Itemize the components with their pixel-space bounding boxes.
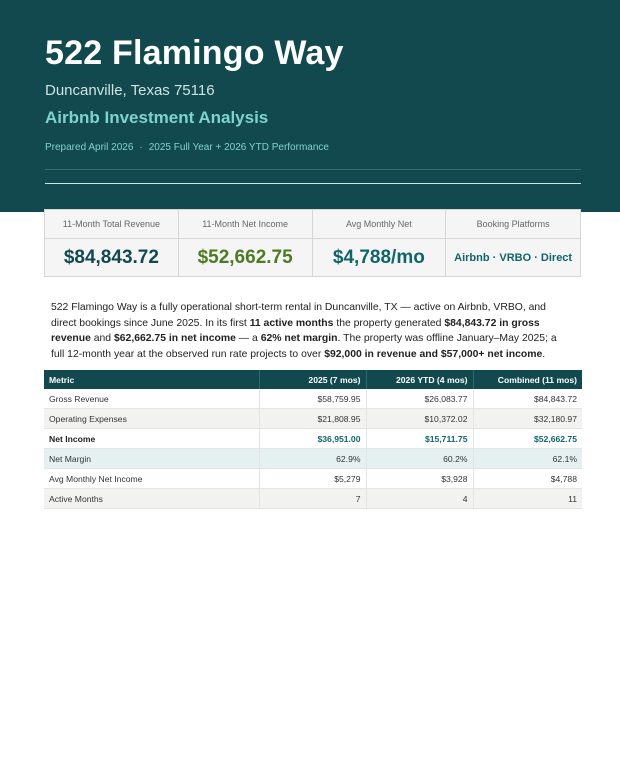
separator-dot: · (139, 142, 143, 153)
table-cell: $58,759.95 (259, 389, 367, 409)
table-cell: $36,951.00 (259, 428, 367, 449)
kpi-avg-monthly-net: Avg Monthly Net $4,788/mo (312, 210, 447, 276)
table-cell: $84,843.72 (473, 389, 582, 409)
kpi-label: Avg Monthly Net (312, 210, 446, 239)
table-cell: 11 (473, 488, 582, 509)
table-cell: 62.9% (259, 448, 367, 469)
summary-emphasis: $62,662.75 in net income (113, 333, 236, 345)
kpi-cards: 11-Month Total Revenue $84,843.72 11-Mon… (44, 209, 581, 277)
row-label: Active Months (44, 488, 260, 509)
table-row: Active Months 7 4 11 (44, 488, 582, 509)
table-row: Avg Monthly Net Income $5,279 $3,928 $4,… (44, 468, 582, 489)
summary-text: . (542, 348, 546, 360)
table-header-row: Metric 2025 (7 mos) 2026 YTD (4 mos) Com… (44, 370, 582, 389)
property-title: 522 Flamingo Way (45, 34, 344, 72)
table-cell: $3,928 (366, 468, 474, 489)
summary-emphasis: $92,000 in revenue and $57,000+ net inco… (324, 348, 543, 360)
column-header: Metric (44, 370, 260, 389)
kpi-total-revenue: 11-Month Total Revenue $84,843.72 (45, 210, 179, 276)
column-header: 2025 (7 mos) (259, 370, 367, 389)
kpi-net-income: 11-Month Net Income $52,662.75 (178, 210, 313, 276)
summary-text: 522 Flamingo Way is a fully operational … (51, 302, 546, 329)
column-header: 2026 YTD (4 mos) (366, 370, 474, 389)
table-row: Operating Expenses $21,808.95 $10,372.02… (44, 408, 582, 429)
table-row-net-income: Net Income $36,951.00 $15,711.75 $52,662… (44, 428, 582, 449)
header-divider-bottom (45, 183, 581, 184)
table-cell: 62.1% (473, 448, 582, 469)
table-cell: 7 (259, 488, 367, 509)
summary-text: — a (235, 333, 261, 345)
prepared-line: Prepared April 2026 · 2025 Full Year + 202… (45, 142, 329, 153)
table-cell: $15,711.75 (366, 428, 474, 449)
table-cell: $10,372.02 (366, 408, 474, 429)
report-period: 2025 Full Year + 2026 YTD Performance (148, 142, 329, 153)
summary-paragraph: 522 Flamingo Way is a fully operational … (51, 300, 571, 362)
kpi-label: 11-Month Total Revenue (45, 210, 178, 239)
kpi-label: Booking Platforms (446, 210, 580, 239)
kpi-value: $4,788/mo (332, 246, 425, 268)
kpi-value: Airbnb · VRBO · Direct (454, 251, 573, 264)
kpi-value: $84,843.72 (63, 246, 159, 268)
prepared-date: Prepared April 2026 (45, 142, 134, 153)
row-label: Net Income (44, 428, 260, 449)
kpi-value: $52,662.75 (197, 246, 293, 268)
row-label: Gross Revenue (44, 389, 260, 409)
summary-text: . The property was offline January–May 2… (51, 333, 557, 360)
summary-emphasis: $84,843.72 in gross revenue (51, 317, 540, 345)
table-cell: 60.2% (366, 448, 474, 469)
row-label: Net Margin (44, 448, 260, 469)
summary-text: and (90, 333, 114, 345)
header-banner: 522 Flamingo Way Duncanville, Texas 7511… (0, 0, 620, 212)
table-row: Gross Revenue $58,759.95 $26,083.77 $84,… (44, 389, 582, 409)
table-cell: $5,279 (259, 468, 367, 489)
summary-text: the property generated (333, 317, 445, 329)
table-cell: $52,662.75 (473, 428, 582, 449)
table-cell: $26,083.77 (366, 389, 474, 409)
column-header: Combined (11 mos) (473, 370, 582, 389)
kpi-booking-platforms: Booking Platforms Airbnb · VRBO · Direct (446, 210, 580, 276)
report-subtitle: Airbnb Investment Analysis (45, 108, 269, 127)
table-row: Net Margin 62.9% 60.2% 62.1% (44, 448, 582, 469)
table-cell: $4,788 (473, 468, 582, 489)
header-divider-top (45, 169, 581, 170)
table-cell: $32,180.97 (473, 408, 582, 429)
summary-emphasis: 11 active months (249, 317, 334, 329)
row-label: Avg Monthly Net Income (44, 468, 260, 489)
kpi-label: 11-Month Net Income (178, 210, 312, 239)
table-cell: $21,808.95 (259, 408, 367, 429)
summary-emphasis: 62% net margin (260, 333, 338, 345)
row-label: Operating Expenses (44, 408, 260, 429)
table-cell: 4 (366, 488, 474, 509)
performance-table: Metric 2025 (7 mos) 2026 YTD (4 mos) Com… (44, 370, 582, 509)
property-address: Duncanville, Texas 75116 (45, 82, 215, 99)
